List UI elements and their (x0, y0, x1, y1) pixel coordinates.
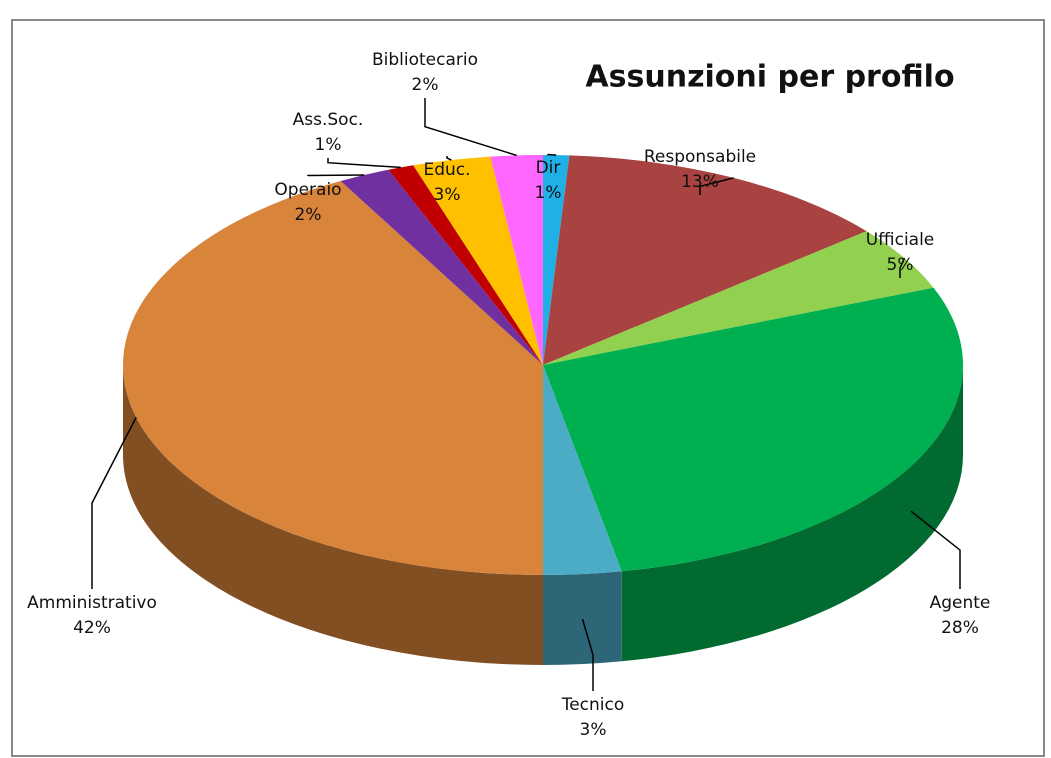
slice-value-label: 1% (535, 183, 562, 203)
slice-label: Educ. (423, 160, 470, 180)
leader-line (91, 416, 137, 589)
slice-label: Bibliotecario (372, 50, 478, 70)
leader-line (424, 98, 517, 157)
slice-label: Ufficiale (866, 230, 935, 250)
slice-label: Agente (930, 593, 991, 613)
pie-slice (543, 231, 934, 365)
pie-slice (543, 287, 963, 572)
leader-line (327, 158, 401, 169)
pie-sides (123, 365, 963, 665)
slice-value-label: 3% (434, 185, 461, 205)
slice-label: Ass.Soc. (293, 110, 364, 130)
leader-line (446, 156, 452, 161)
pie-slice (122, 180, 544, 576)
slice-value-label: 3% (580, 720, 607, 740)
slice-value-label: 2% (295, 205, 322, 225)
pie-slice-side (621, 365, 963, 662)
pie-slice (543, 155, 570, 365)
slice-label: Dir (536, 158, 561, 178)
slice-value-label: 2% (412, 75, 439, 95)
slice-value-label: 28% (941, 618, 979, 638)
slice-value-label: 1% (315, 135, 342, 155)
pie-tops (122, 155, 963, 576)
slice-value-label: 42% (73, 618, 111, 638)
leader-line (307, 174, 365, 177)
slice-label: Amministrativo (27, 593, 157, 613)
slice-label: Tecnico (561, 695, 625, 715)
slice-label: Responsabile (644, 147, 756, 167)
pie-slice-side (543, 571, 622, 665)
pie-slice (340, 169, 543, 365)
leader-line (547, 153, 557, 156)
pie-slice (490, 155, 543, 365)
chart-title: Assunzioni per profilo (585, 60, 954, 95)
pie-slice (388, 165, 543, 365)
leader-line (699, 177, 734, 195)
pie-slice (413, 156, 543, 365)
leader-line (581, 618, 594, 691)
slice-value-label: 13% (681, 172, 719, 192)
slice-value-label: 5% (887, 255, 914, 275)
leader-line (899, 257, 906, 278)
pie-labels: Dir 1% Responsabile 13% Ufficiale 5% Agente 28%… (27, 50, 990, 740)
slice-label: Operaio (274, 180, 341, 200)
pie-slice (543, 365, 622, 575)
pie-slice-side (123, 365, 543, 665)
pie-slice (543, 155, 867, 365)
leader-line (910, 510, 961, 589)
